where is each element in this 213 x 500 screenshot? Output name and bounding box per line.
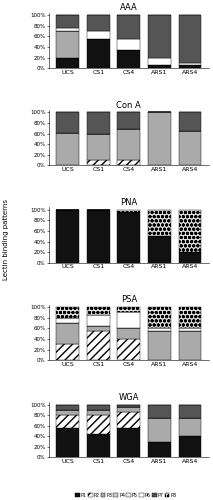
Bar (178, 112, 201, 131)
Bar (117, 112, 140, 130)
Bar (117, 160, 140, 166)
Text: Lectin binding patterns: Lectin binding patterns (3, 200, 9, 280)
Bar (178, 66, 201, 68)
Bar (117, 39, 140, 50)
Bar (87, 434, 110, 458)
Title: PSA: PSA (121, 296, 137, 304)
Title: PNA: PNA (120, 198, 137, 207)
Bar (87, 415, 110, 434)
Bar (87, 160, 110, 166)
Bar (117, 407, 140, 412)
Bar (117, 312, 140, 328)
Bar (56, 31, 79, 58)
Bar (117, 212, 140, 263)
Bar (87, 326, 110, 331)
Bar (148, 307, 171, 328)
Bar (178, 131, 201, 166)
Bar (87, 39, 110, 68)
Bar (56, 132, 79, 166)
Bar (178, 63, 201, 66)
Bar (178, 404, 201, 418)
Bar (178, 331, 201, 360)
Bar (87, 404, 110, 410)
Bar (56, 112, 79, 132)
Bar (148, 442, 171, 458)
Bar (148, 236, 171, 263)
Bar (87, 331, 110, 360)
Bar (56, 28, 79, 31)
Bar (117, 307, 140, 312)
Bar (178, 436, 201, 458)
Bar (148, 210, 171, 236)
Bar (87, 315, 110, 326)
Bar (87, 134, 110, 160)
Bar (148, 66, 171, 68)
Bar (117, 428, 140, 458)
Bar (178, 328, 201, 331)
Bar (56, 344, 79, 360)
Bar (56, 410, 79, 415)
Bar (117, 339, 140, 360)
Bar (117, 15, 140, 39)
Bar (56, 15, 79, 28)
Bar (87, 410, 110, 415)
Bar (56, 428, 79, 458)
Title: WGA: WGA (119, 393, 139, 402)
Bar (148, 328, 171, 331)
Bar (56, 210, 79, 263)
Bar (148, 58, 171, 66)
Bar (87, 112, 110, 134)
Bar (178, 418, 201, 436)
Bar (148, 418, 171, 442)
Bar (87, 31, 110, 39)
Bar (56, 404, 79, 410)
Bar (178, 252, 201, 263)
Bar (117, 50, 140, 68)
Bar (87, 210, 110, 263)
Bar (87, 307, 110, 315)
Bar (56, 318, 79, 323)
Bar (56, 58, 79, 68)
Bar (178, 210, 201, 252)
Bar (178, 307, 201, 328)
Bar (56, 323, 79, 344)
Bar (148, 404, 171, 418)
Bar (87, 15, 110, 31)
Bar (56, 307, 79, 318)
Title: Con A: Con A (117, 101, 141, 110)
Bar (117, 130, 140, 160)
Bar (117, 328, 140, 339)
Bar (117, 412, 140, 428)
Bar (148, 15, 171, 58)
Bar (148, 112, 171, 166)
Bar (117, 404, 140, 407)
Bar (148, 331, 171, 360)
Bar (117, 210, 140, 212)
Bar (178, 15, 201, 63)
Legend: P1, P2, P3, P4, P5, P6, P7, P8: P1, P2, P3, P4, P5, P6, P7, P8 (75, 492, 176, 498)
Bar (56, 415, 79, 428)
Title: AAA: AAA (120, 4, 138, 13)
